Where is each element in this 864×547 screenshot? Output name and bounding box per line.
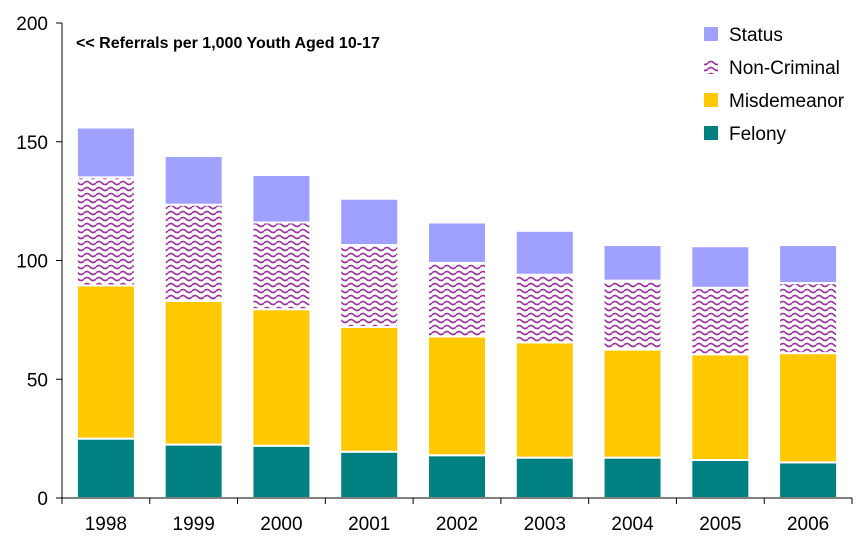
y-tick-label-0: 0: [37, 489, 48, 510]
bar-non-criminal-1999: [163, 203, 224, 302]
legend-swatch-felony: [704, 126, 718, 140]
bar-felony-2003: [514, 456, 575, 499]
bar-felony-2000: [251, 444, 312, 499]
legend-label-felony: Felony: [729, 124, 787, 145]
y-tick-label-150: 150: [16, 133, 48, 154]
bar-misdemeanor-2005: [690, 353, 751, 461]
x-tick-label-1998: 1998: [85, 514, 127, 535]
x-tick-label-2005: 2005: [699, 514, 741, 535]
y-tick-label-50: 50: [27, 370, 48, 391]
bar-non-criminal-2003: [514, 273, 575, 344]
bar-non-criminal-2002: [427, 261, 487, 338]
axes-layer: 0 50 100 150 200 1998 1999 2000 2001 2002 2003 2004…: [16, 14, 853, 535]
bar-status-2000: [251, 174, 312, 224]
bar-non-criminal-2000: [251, 221, 312, 311]
x-tick-label-2003: 2003: [524, 514, 566, 535]
bar-status-2006: [778, 244, 839, 285]
legend: Status Non-Criminal Misdemeanor Felony: [704, 25, 845, 145]
bar-felony-1998: [75, 437, 136, 499]
bar-misdemeanor-2003: [514, 341, 575, 459]
bar-misdemeanor-2002: [427, 335, 487, 457]
bar-felony-2001: [339, 450, 400, 499]
bar-non-criminal-2006: [778, 282, 839, 355]
bar-felony-2006: [778, 461, 839, 499]
bar-non-criminal-2001: [339, 244, 400, 328]
bar-felony-1999: [163, 443, 224, 499]
bar-felony-2005: [690, 459, 751, 499]
bar-status-2005: [690, 245, 751, 289]
x-tick-label-2006: 2006: [787, 514, 829, 535]
chart-title: << Referrals per 1,000 Youth Aged 10-17: [76, 35, 380, 52]
x-tick-label-2004: 2004: [611, 514, 654, 535]
x-tick-label-2001: 2001: [348, 514, 390, 535]
bar-status-2002: [427, 221, 487, 264]
legend-swatch-status: [704, 27, 718, 41]
bar-status-2004: [602, 244, 663, 282]
bar-non-criminal-2004: [602, 279, 663, 351]
bar-status-1998: [75, 126, 136, 179]
legend-swatch-non-criminal: [704, 60, 718, 74]
y-tick-label-200: 200: [16, 14, 48, 35]
bar-misdemeanor-1999: [163, 299, 224, 446]
y-tick-label-100: 100: [16, 252, 48, 273]
bar-status-2003: [514, 229, 575, 276]
legend-swatch-misdemeanor: [704, 93, 718, 107]
x-tick-label-1999: 1999: [173, 514, 215, 535]
bar-status-1999: [163, 155, 224, 206]
bars-layer: [75, 126, 839, 499]
bar-misdemeanor-2006: [778, 352, 839, 464]
legend-label-non-criminal: Non-Criminal: [729, 58, 840, 79]
bar-felony-2004: [602, 456, 663, 499]
x-tick-label-2002: 2002: [436, 514, 478, 535]
bar-misdemeanor-2000: [251, 308, 312, 447]
bar-non-criminal-2005: [690, 286, 751, 356]
bar-felony-2002: [427, 454, 487, 499]
bar-status-2001: [339, 197, 400, 247]
bar-misdemeanor-2004: [602, 348, 663, 459]
legend-label-status: Status: [729, 25, 783, 46]
x-tick-label-2000: 2000: [260, 514, 302, 535]
bar-misdemeanor-2001: [339, 326, 400, 453]
legend-label-misdemeanor: Misdemeanor: [729, 91, 845, 112]
bar-non-criminal-1998: [75, 176, 136, 287]
bar-misdemeanor-1998: [75, 284, 136, 440]
